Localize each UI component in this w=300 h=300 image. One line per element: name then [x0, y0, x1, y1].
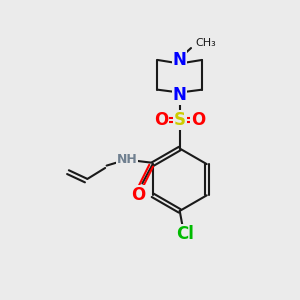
Text: O: O [191, 111, 205, 129]
Text: O: O [131, 186, 145, 204]
Text: O: O [154, 111, 168, 129]
Text: S: S [174, 111, 186, 129]
Text: NH: NH [117, 153, 138, 166]
Text: N: N [173, 51, 187, 69]
Text: Cl: Cl [176, 225, 194, 243]
Text: CH₃: CH₃ [195, 38, 216, 48]
Text: N: N [173, 86, 187, 104]
